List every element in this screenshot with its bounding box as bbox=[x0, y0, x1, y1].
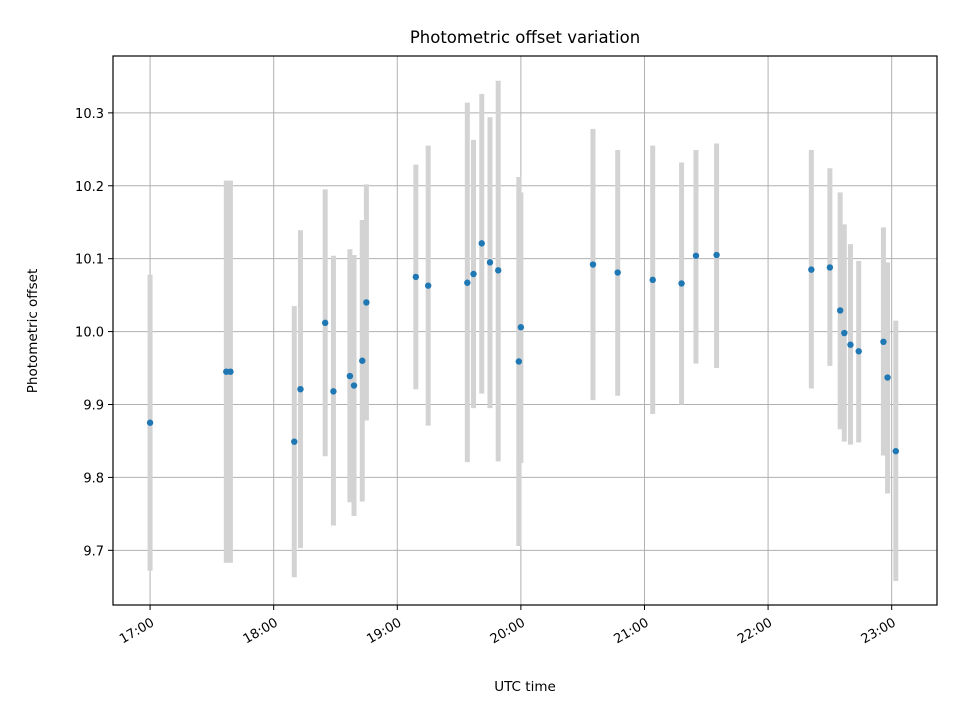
data-point bbox=[412, 273, 420, 281]
data-point bbox=[826, 264, 834, 271]
data-point bbox=[350, 382, 358, 389]
data-point bbox=[808, 266, 815, 273]
data-point bbox=[589, 261, 597, 268]
x-tick-label: 23:00 bbox=[859, 615, 899, 647]
data-point bbox=[678, 280, 685, 287]
data-point bbox=[847, 341, 854, 348]
data-point bbox=[486, 259, 494, 266]
data-point bbox=[227, 368, 234, 375]
x-tick-label: 17:00 bbox=[117, 615, 157, 647]
x-tick-label: 18:00 bbox=[241, 615, 281, 647]
data-point bbox=[424, 282, 432, 289]
data-point bbox=[346, 372, 354, 380]
x-tick-label: 22:00 bbox=[735, 615, 775, 647]
y-axis-label: Photometric offset bbox=[25, 269, 41, 393]
x-axis-label: UTC time bbox=[494, 679, 556, 695]
data-point bbox=[855, 348, 862, 355]
data-point bbox=[515, 358, 523, 365]
y-tick-label: 9.9 bbox=[83, 399, 104, 414]
data-point bbox=[614, 269, 621, 276]
data-point bbox=[363, 299, 370, 306]
data-point bbox=[291, 438, 298, 445]
data-point bbox=[321, 319, 329, 327]
y-axis-ticks: 9.7 9.8 9.9 10.0 10.1 10.2 10.3 bbox=[75, 107, 113, 559]
data-point bbox=[836, 307, 844, 314]
grid bbox=[113, 56, 937, 605]
data-point bbox=[713, 251, 720, 259]
chart-title: Photometric offset variation bbox=[410, 28, 640, 47]
x-tick-label: 20:00 bbox=[488, 615, 528, 647]
y-tick-label: 9.8 bbox=[83, 471, 104, 486]
data-point bbox=[146, 419, 154, 426]
x-axis-ticks: 17:00 18:00 19:00 20:00 21:00 22:00 23:00 bbox=[117, 605, 899, 647]
data-point bbox=[692, 252, 700, 259]
data-points bbox=[146, 240, 899, 455]
y-tick-label: 9.7 bbox=[83, 544, 104, 559]
plot-frame bbox=[112, 55, 938, 606]
y-tick-label: 10.1 bbox=[75, 253, 104, 268]
data-point bbox=[478, 240, 485, 247]
y-tick-label: 10.0 bbox=[75, 326, 104, 341]
y-tick-label: 10.2 bbox=[75, 180, 104, 195]
data-point bbox=[495, 267, 502, 274]
data-point bbox=[880, 338, 887, 346]
data-point bbox=[464, 279, 471, 286]
data-point bbox=[892, 447, 899, 455]
x-tick-label: 21:00 bbox=[612, 615, 652, 647]
data-point bbox=[297, 385, 304, 393]
data-point bbox=[884, 374, 891, 381]
data-point bbox=[330, 388, 337, 395]
data-point bbox=[470, 270, 477, 278]
error-bars bbox=[147, 80, 899, 581]
data-point bbox=[517, 324, 525, 331]
y-tick-label: 10.3 bbox=[75, 107, 104, 122]
data-point bbox=[649, 276, 656, 284]
data-point bbox=[359, 357, 366, 364]
x-tick-label: 19:00 bbox=[364, 615, 404, 647]
data-point bbox=[841, 329, 848, 337]
